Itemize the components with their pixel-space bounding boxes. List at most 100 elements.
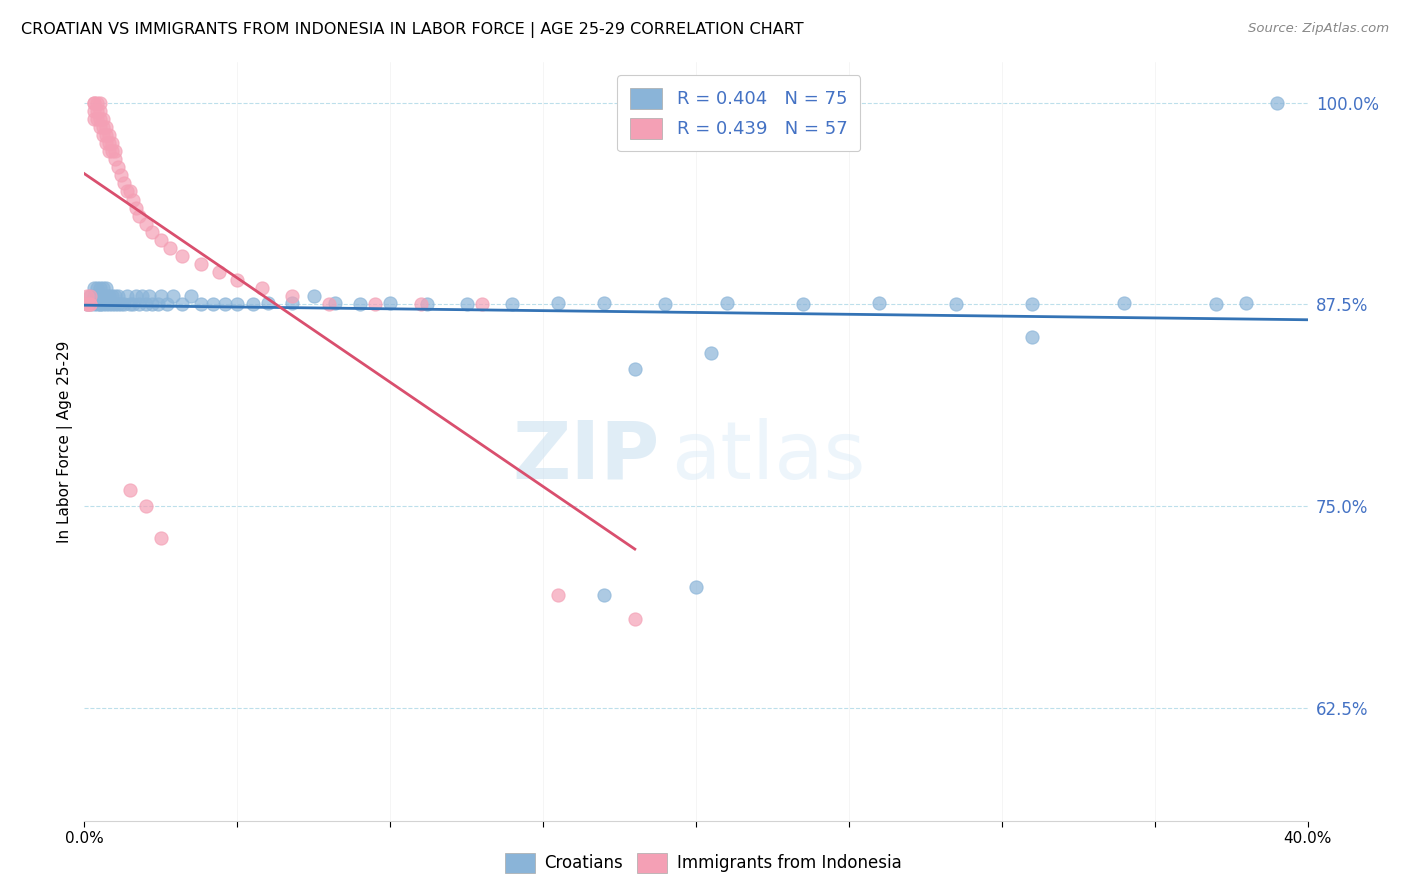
Point — [89, 103, 111, 118]
Point — [149, 289, 172, 303]
Point — [86, 281, 108, 295]
Point — [86, 297, 108, 311]
Point — [257, 295, 280, 310]
Point — [135, 499, 157, 513]
Point — [172, 249, 194, 263]
Point — [208, 265, 231, 279]
Point — [97, 289, 120, 303]
Point — [79, 297, 101, 311]
Point — [1021, 297, 1043, 311]
Point — [120, 483, 142, 497]
Point — [86, 95, 108, 110]
Text: ZIP: ZIP — [512, 417, 659, 496]
Point — [91, 120, 114, 134]
Point — [128, 297, 150, 311]
Point — [125, 201, 148, 215]
Point — [131, 289, 153, 303]
Text: atlas: atlas — [672, 417, 866, 496]
Point — [104, 297, 127, 311]
Point — [547, 295, 569, 310]
Point — [76, 297, 98, 311]
Point — [83, 297, 105, 311]
Point — [115, 185, 138, 199]
Point — [94, 281, 117, 295]
Point — [281, 295, 304, 310]
Text: CROATIAN VS IMMIGRANTS FROM INDONESIA IN LABOR FORCE | AGE 25-29 CORRELATION CHA: CROATIAN VS IMMIGRANTS FROM INDONESIA IN… — [21, 22, 804, 38]
Point — [89, 120, 111, 134]
Point — [1021, 329, 1043, 343]
Point — [86, 103, 108, 118]
Point — [101, 297, 124, 311]
Point — [250, 281, 273, 295]
Point — [83, 289, 105, 303]
Point — [94, 128, 117, 142]
Point — [122, 193, 145, 207]
Point — [135, 217, 157, 231]
Point — [242, 297, 264, 311]
Point — [101, 289, 124, 303]
Point — [502, 297, 524, 311]
Point — [91, 281, 114, 295]
Point — [654, 297, 676, 311]
Point — [624, 612, 647, 626]
Point — [107, 161, 129, 175]
Point — [104, 153, 127, 167]
Point — [138, 289, 160, 303]
Point — [135, 297, 157, 311]
Point — [107, 297, 129, 311]
Point — [79, 297, 101, 311]
Point — [76, 289, 98, 303]
Point — [1205, 297, 1227, 311]
Point — [122, 297, 145, 311]
Point — [349, 297, 371, 311]
Point — [120, 185, 142, 199]
Point — [89, 297, 111, 311]
Point — [89, 297, 111, 311]
Point — [104, 144, 127, 158]
Point — [172, 297, 194, 311]
Point — [214, 297, 236, 311]
Point — [547, 588, 569, 602]
Point — [76, 297, 98, 311]
Point — [141, 297, 163, 311]
Text: Source: ZipAtlas.com: Source: ZipAtlas.com — [1249, 22, 1389, 36]
Point — [97, 136, 120, 150]
Point — [83, 103, 105, 118]
Point — [86, 289, 108, 303]
Point — [1265, 95, 1288, 110]
Point — [110, 169, 132, 183]
Point — [94, 297, 117, 311]
Point — [97, 128, 120, 142]
Point — [112, 297, 135, 311]
Point — [91, 297, 114, 311]
Point — [409, 297, 432, 311]
Point — [76, 297, 98, 311]
Point — [110, 297, 132, 311]
Point — [112, 177, 135, 191]
Point — [83, 95, 105, 110]
Point — [364, 297, 387, 311]
Point — [83, 95, 105, 110]
Point — [471, 297, 494, 311]
Point — [149, 532, 172, 546]
Point — [226, 297, 249, 311]
Point — [162, 289, 184, 303]
Point — [281, 289, 304, 303]
Point — [792, 297, 814, 311]
Point — [89, 281, 111, 295]
Point — [94, 120, 117, 134]
Point — [128, 209, 150, 223]
Point — [104, 289, 127, 303]
Point — [190, 257, 212, 271]
Point — [416, 297, 439, 311]
Point — [323, 295, 346, 310]
Point — [97, 297, 120, 311]
Point — [101, 136, 124, 150]
Point — [201, 297, 224, 311]
Point — [226, 273, 249, 287]
Point — [120, 297, 142, 311]
Point — [156, 297, 179, 311]
Point — [79, 289, 101, 303]
Point — [593, 588, 616, 602]
Legend: Croatians, Immigrants from Indonesia: Croatians, Immigrants from Indonesia — [498, 847, 908, 880]
